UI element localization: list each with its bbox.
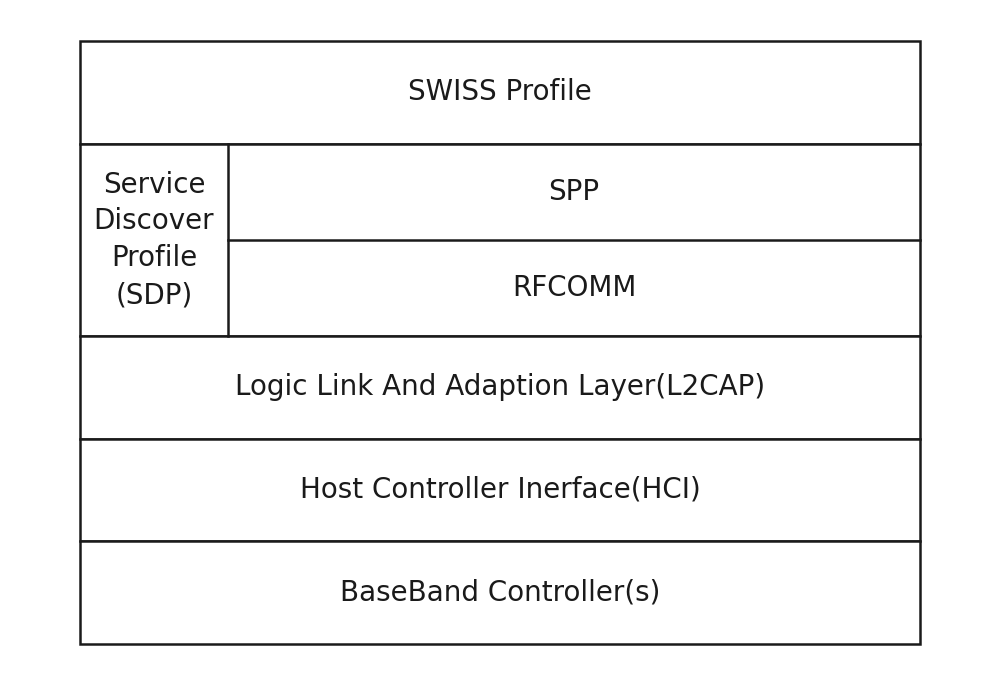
Text: Service
Discover
Profile
(SDP): Service Discover Profile (SDP)	[94, 171, 214, 309]
Text: Host Controller Inerface(HCI): Host Controller Inerface(HCI)	[300, 476, 700, 504]
Bar	[80, 336, 920, 438]
Bar	[80, 541, 920, 644]
Bar	[80, 144, 920, 336]
Text: Logic Link And Adaption Layer(L2CAP): Logic Link And Adaption Layer(L2CAP)	[235, 373, 765, 401]
Text: SPP: SPP	[548, 178, 600, 205]
Bar	[80, 41, 920, 144]
Text: SWISS Profile: SWISS Profile	[408, 79, 592, 106]
Text: BaseBand Controller(s): BaseBand Controller(s)	[340, 579, 660, 606]
Text: RFCOMM: RFCOMM	[512, 274, 636, 302]
Bar	[80, 438, 920, 541]
